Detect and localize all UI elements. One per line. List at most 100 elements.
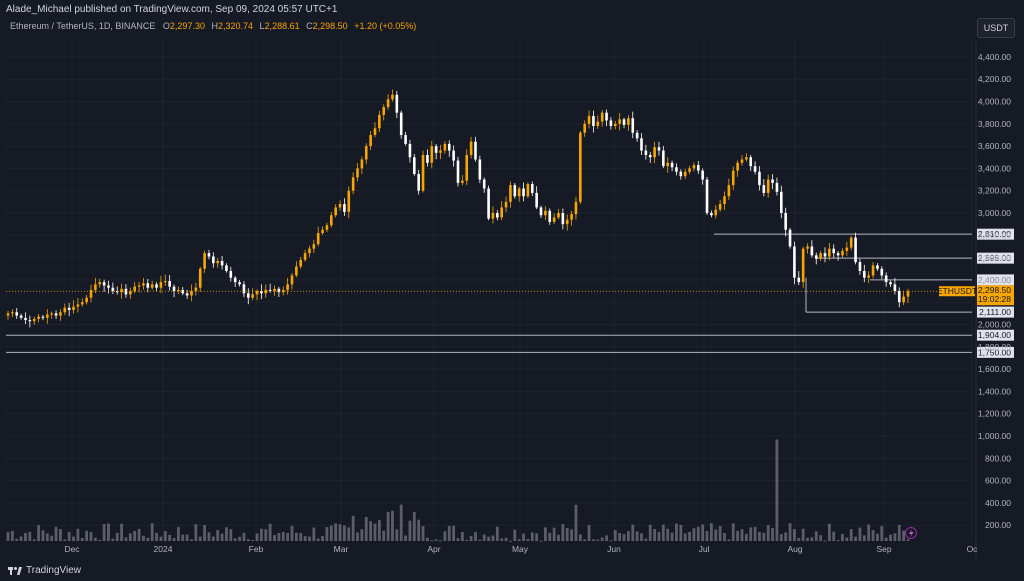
y-tick-label: 4,000.00	[978, 97, 1011, 107]
candle-body	[63, 307, 67, 313]
volume-bar	[216, 530, 220, 541]
volume-bar	[198, 536, 202, 541]
candle-body	[369, 134, 372, 147]
volume-bar	[557, 534, 560, 541]
volume-bar	[294, 532, 298, 541]
symbol-name[interactable]: Ethereum / TetherUS, 1D, BINANCE	[10, 21, 156, 31]
footer	[0, 561, 1024, 581]
volume-bar	[482, 534, 486, 541]
volume-bar	[338, 524, 342, 541]
volume-bar	[526, 538, 530, 541]
volume-bar	[399, 504, 403, 541]
volume-bar	[626, 531, 630, 541]
x-tick-label: May	[512, 544, 529, 554]
candle-body	[76, 304, 80, 307]
volume-bar	[421, 525, 425, 541]
volume-bar	[723, 532, 726, 541]
volume-bar	[718, 526, 722, 541]
volume-bar	[439, 540, 442, 542]
candle-body	[94, 284, 97, 290]
volume-bar	[404, 535, 407, 541]
candle-body	[15, 312, 19, 316]
volume-bar	[522, 533, 525, 541]
volume-bar	[578, 534, 582, 541]
volume-bar	[810, 537, 814, 541]
candle-body	[434, 146, 438, 153]
candle-body	[884, 275, 888, 283]
volume-bar	[688, 531, 691, 541]
volume-bar	[806, 537, 809, 541]
candle-body	[347, 190, 351, 212]
candle-body	[509, 185, 512, 202]
high-label: H	[211, 21, 218, 31]
candle-body	[325, 225, 329, 230]
candle-body	[902, 296, 905, 303]
candle-body	[889, 282, 892, 285]
volume-bar	[19, 536, 23, 541]
candle-body	[552, 217, 556, 222]
volume-bar	[552, 527, 556, 541]
volume-bar	[45, 533, 49, 541]
lightning-icon[interactable]	[905, 527, 917, 539]
candle-body	[793, 246, 796, 278]
volume-bar	[72, 536, 75, 541]
volume-bar	[731, 523, 735, 541]
volume-bar	[290, 525, 294, 541]
level-label: 2,400.00	[978, 275, 1011, 285]
candle-body	[544, 210, 547, 216]
currency-button[interactable]: USDT	[977, 18, 1015, 38]
candle-body	[819, 253, 822, 259]
candle-body	[80, 302, 84, 305]
volume-bar	[893, 533, 897, 541]
volume-bar	[889, 534, 892, 541]
volume-bar	[251, 539, 255, 541]
volume-bar	[744, 533, 748, 541]
volume-bar	[797, 538, 801, 541]
candle-body	[539, 207, 543, 216]
y-tick-label: 2,400.00	[978, 275, 1011, 285]
volume-bar	[862, 535, 866, 541]
y-tick-label: 4,200.00	[978, 74, 1011, 84]
volume-bar	[120, 523, 123, 541]
candle-body	[613, 123, 617, 127]
volume-bar	[666, 528, 670, 541]
brand-name: TradingView	[26, 565, 82, 576]
candle-body	[657, 147, 661, 151]
candle-body	[557, 213, 560, 218]
volume-bar	[37, 525, 40, 541]
candle-body	[579, 132, 582, 202]
volume-bar	[334, 523, 338, 541]
candle-body	[430, 146, 434, 163]
volume-bar	[880, 525, 884, 541]
candle-body	[609, 120, 613, 127]
candle-body	[880, 268, 884, 276]
brand[interactable]: TradingView	[8, 565, 81, 576]
candle-body	[662, 150, 665, 167]
volume-bar	[692, 528, 696, 541]
candle-body	[635, 132, 639, 139]
candle-body	[238, 282, 241, 285]
level-label: 1,904.00	[978, 330, 1011, 340]
candle-body	[268, 289, 272, 292]
candle-body	[159, 282, 163, 288]
candle-body	[714, 209, 718, 216]
candle-body	[107, 285, 110, 288]
volume-bar	[63, 539, 67, 541]
y-tick-label: 2,000.00	[978, 320, 1011, 330]
candle-body	[421, 155, 425, 191]
volume-bar	[775, 439, 779, 541]
y-tick-label: 1,600.00	[978, 364, 1011, 374]
candle-body	[181, 289, 185, 294]
candle-body	[561, 213, 565, 225]
candle-body	[701, 170, 704, 180]
y-tick-label: 3,400.00	[978, 163, 1011, 173]
volume-bar	[128, 533, 132, 541]
volume-bar	[836, 540, 840, 542]
volume-bar	[753, 526, 757, 541]
candle-body	[85, 297, 88, 303]
volume-bar	[159, 536, 163, 541]
candle-body	[500, 207, 503, 218]
candle-body	[618, 119, 621, 124]
candle-body	[666, 162, 670, 167]
price-chart[interactable]: 2,810.00 2,595.00 2,400.00 2,111.00 1,904.00…	[0, 0, 1024, 561]
